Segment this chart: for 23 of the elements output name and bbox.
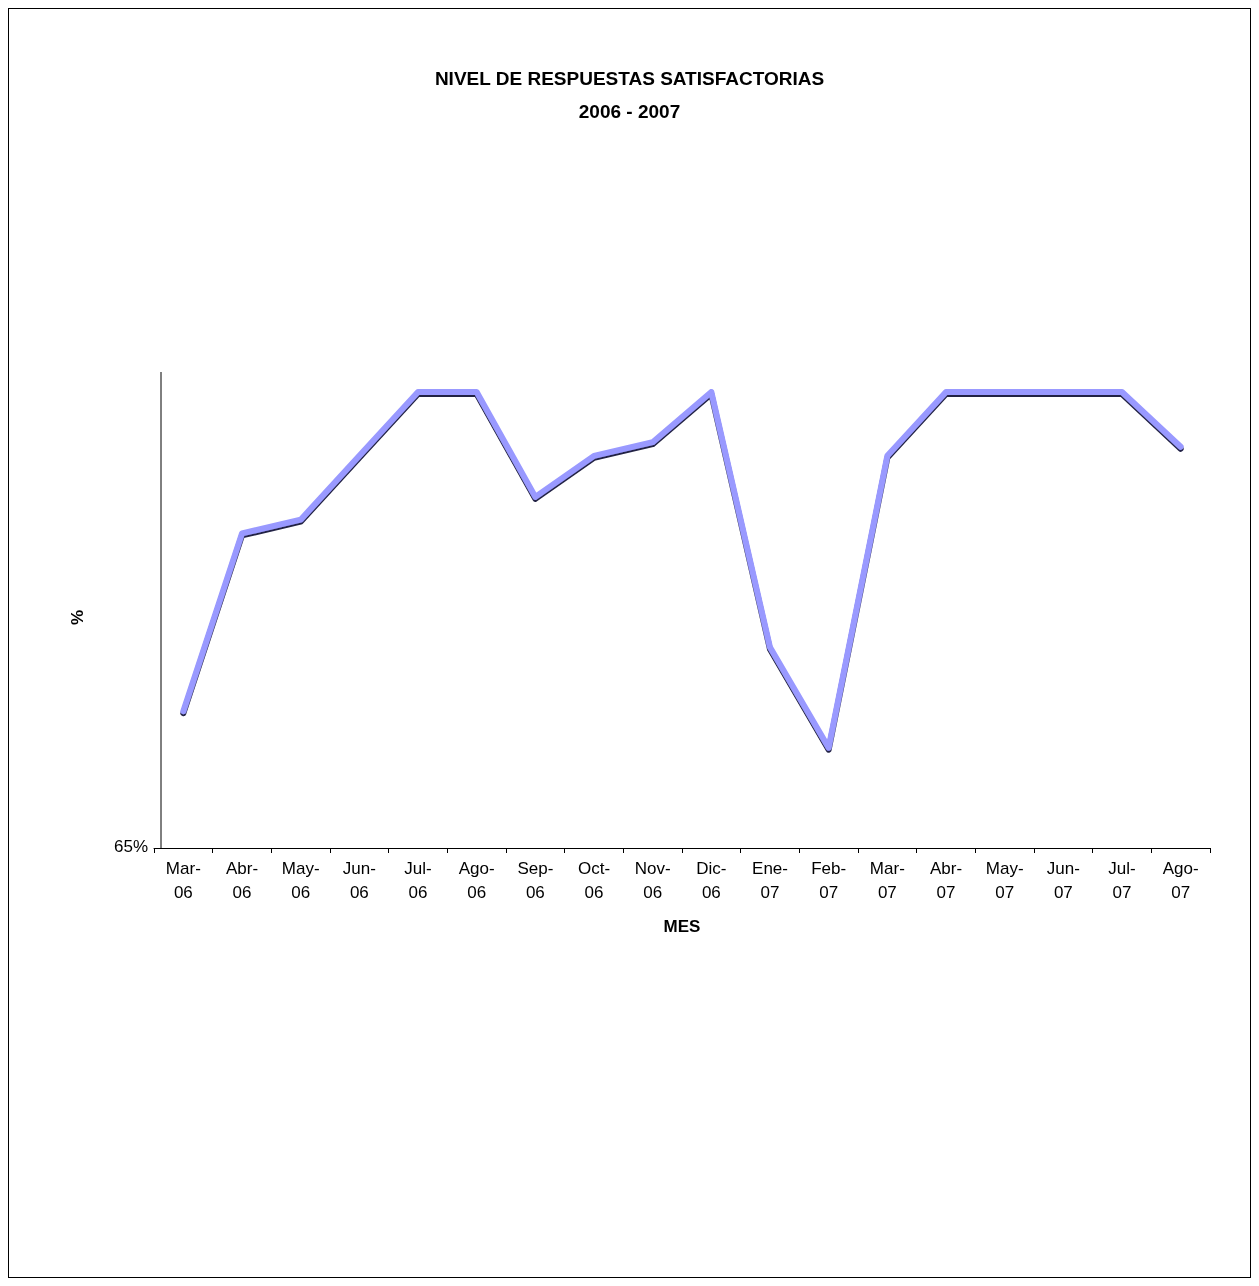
x-tick-label: Jul-06 [404,858,432,902]
x-tick-label: Jul-07 [1108,858,1136,902]
x-tick-label: Sep-06 [517,858,554,902]
x-tick-label: Mar-07 [869,858,905,902]
x-tick-label: Oct-06 [577,858,611,902]
x-tick-label: Jun-07 [1046,858,1080,902]
x-tick-label: Feb-07 [811,858,847,902]
x-axis-title: MES [663,917,701,936]
x-tick-label: Nov-06 [634,858,671,902]
x-tick-label: Jun-06 [342,858,376,902]
x-tick-label: May-07 [985,858,1024,902]
x-tick-label: Ene-07 [752,858,788,902]
x-tick-label: Ago-06 [458,858,495,902]
x-tick-label: Mar-06 [165,858,201,902]
chart-subtitle: 2006 - 2007 [578,101,681,122]
chart-title: NIVEL DE RESPUESTAS SATISFACTORIAS [434,68,825,89]
text: 65% [113,837,149,856]
x-tick-label: Abr-06 [225,858,259,902]
x-tick-label: May-06 [281,858,320,902]
x-tick-label: Dic-06 [696,858,727,902]
x-tick-label: Abr-07 [929,858,963,902]
y-axis-title: % [68,609,87,626]
x-tick-label: Ago-07 [1162,858,1199,902]
